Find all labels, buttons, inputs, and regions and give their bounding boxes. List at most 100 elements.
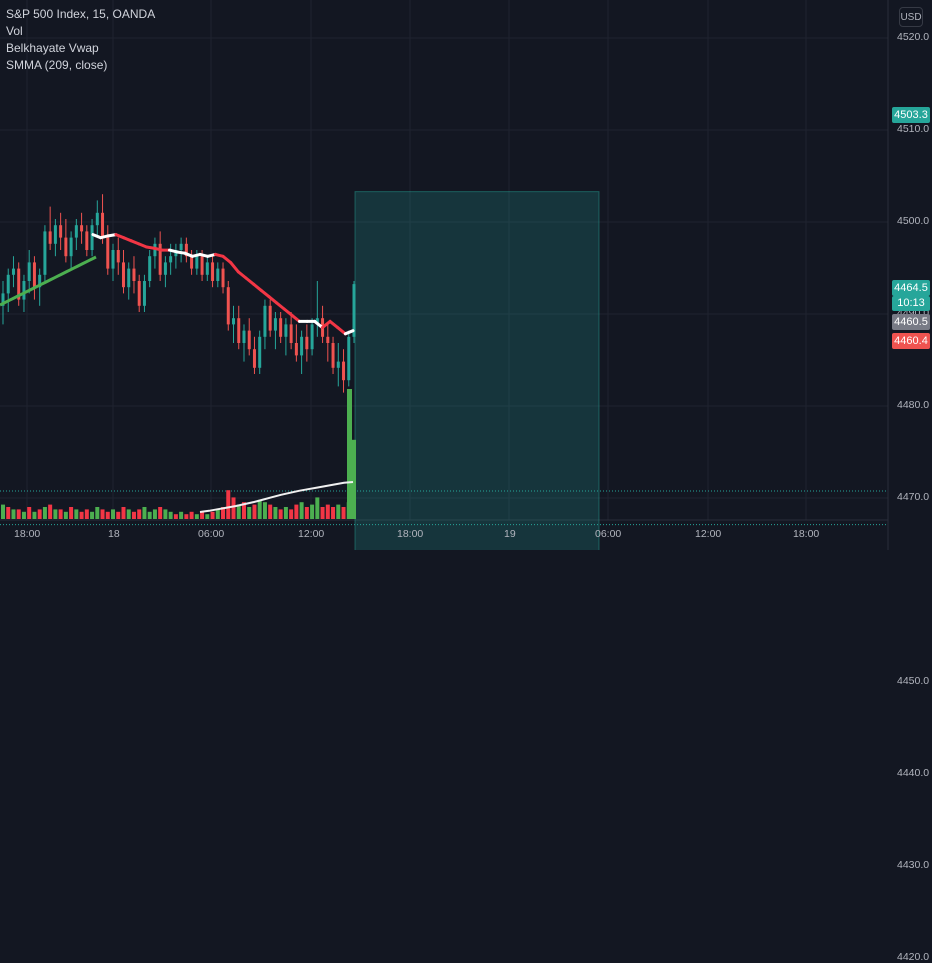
candle-body — [184, 243, 188, 257]
volume-bar — [95, 507, 100, 519]
volume-bar — [241, 502, 246, 519]
volume-bar — [310, 504, 315, 519]
volume-bar — [168, 511, 173, 519]
price-tick-label: 4430.0 — [897, 859, 930, 871]
volume-bar — [58, 509, 63, 519]
volume-bar — [137, 509, 142, 519]
time-tick-label: 19 — [504, 528, 516, 540]
volume-bar — [90, 511, 95, 519]
candle-body — [232, 318, 236, 325]
volume-bar — [226, 490, 231, 519]
volume-bar — [27, 507, 32, 519]
volume-bar — [16, 509, 21, 519]
candle-body — [64, 237, 68, 257]
candle-body — [289, 324, 293, 343]
candle-body — [74, 225, 78, 238]
time-tick-label: 12:00 — [298, 528, 325, 540]
legend-indicator-smma[interactable]: SMMA (209, close) — [6, 58, 108, 72]
candle-body — [69, 237, 73, 257]
volume-bar — [147, 511, 152, 519]
volume-bar — [189, 511, 194, 519]
candle-body — [38, 274, 42, 288]
vwap-line — [320, 319, 332, 330]
volume-bar — [74, 509, 79, 519]
vwap-line — [313, 319, 324, 330]
volume-bar — [268, 504, 273, 519]
volume-bar — [236, 504, 241, 519]
volume-bar — [131, 511, 136, 519]
candle-body — [148, 256, 152, 281]
candle-body — [315, 318, 319, 325]
price-tag-last: 4464.5 — [892, 280, 930, 296]
vwap-line — [252, 282, 263, 292]
volume-bar — [252, 504, 257, 519]
volume-bar — [179, 511, 184, 519]
vwap-line — [221, 254, 233, 264]
volume-bar — [336, 504, 341, 519]
volume-bar — [11, 509, 16, 519]
candle-body — [279, 318, 283, 337]
candle-body — [211, 262, 215, 281]
vwap-line — [267, 295, 279, 305]
currency-button[interactable]: USD — [899, 7, 923, 27]
chart-legend: S&P 500 Index, 15, OANDA Vol Belkhayate … — [6, 6, 155, 74]
legend-symbol[interactable]: S&P 500 Index, 15, OANDA — [6, 7, 156, 21]
candle-body — [95, 212, 99, 226]
candle-body — [6, 274, 10, 294]
candle-body — [268, 305, 272, 331]
candle-body — [300, 336, 304, 356]
candle-body — [242, 330, 246, 343]
time-tick-label: 18:00 — [397, 528, 424, 540]
volume-bar — [215, 509, 220, 519]
candle-body — [305, 336, 309, 350]
volume-bar — [79, 511, 84, 519]
volume-ma-line — [199, 481, 354, 513]
volume-bar — [21, 511, 26, 519]
candle-body — [163, 262, 167, 275]
volume-bar — [352, 439, 356, 519]
candle-body — [179, 243, 183, 250]
candle-body — [116, 250, 120, 263]
time-tick-label: 18:00 — [793, 528, 820, 540]
volume-bar — [320, 507, 325, 519]
volume-bar — [84, 509, 89, 519]
price-tick-label: 4500.0 — [897, 215, 930, 227]
candle-body — [1, 293, 5, 306]
volume-bar — [116, 511, 121, 519]
candle-body — [32, 262, 36, 288]
candle-body — [11, 268, 15, 275]
candle-body — [132, 268, 136, 281]
candle-body — [158, 243, 162, 275]
volume-bar — [347, 389, 352, 519]
candle-body — [121, 262, 125, 288]
candle-body — [247, 330, 251, 350]
volume-bar — [231, 497, 236, 519]
candle-body — [59, 225, 63, 238]
candle-body — [331, 343, 335, 368]
candle-body — [127, 268, 131, 288]
vwap-line — [336, 326, 347, 336]
volume-bar — [325, 504, 330, 519]
vwap-line — [236, 270, 248, 280]
candle-body — [273, 318, 277, 331]
legend-indicator-vwap[interactable]: Belkhayate Vwap — [6, 41, 99, 55]
volume-bar — [278, 509, 283, 519]
volume-bar — [221, 507, 226, 519]
legend-indicator-vol[interactable]: Vol — [6, 24, 23, 38]
volume-bar — [105, 511, 110, 519]
candle-body — [195, 256, 199, 269]
volume-bar — [158, 507, 163, 519]
candle-body — [111, 250, 115, 269]
volume-bar — [200, 511, 205, 519]
volume-bar — [152, 509, 157, 519]
volume-bar — [163, 509, 168, 519]
volume-bar — [184, 514, 189, 519]
candle-body — [142, 281, 146, 306]
candle-body — [252, 349, 256, 368]
volume-bar — [6, 507, 11, 519]
volume-bar — [299, 502, 304, 519]
price-tick-label: 4440.0 — [897, 767, 930, 779]
candle-body — [352, 284, 356, 337]
chart-canvas[interactable] — [0, 0, 932, 550]
